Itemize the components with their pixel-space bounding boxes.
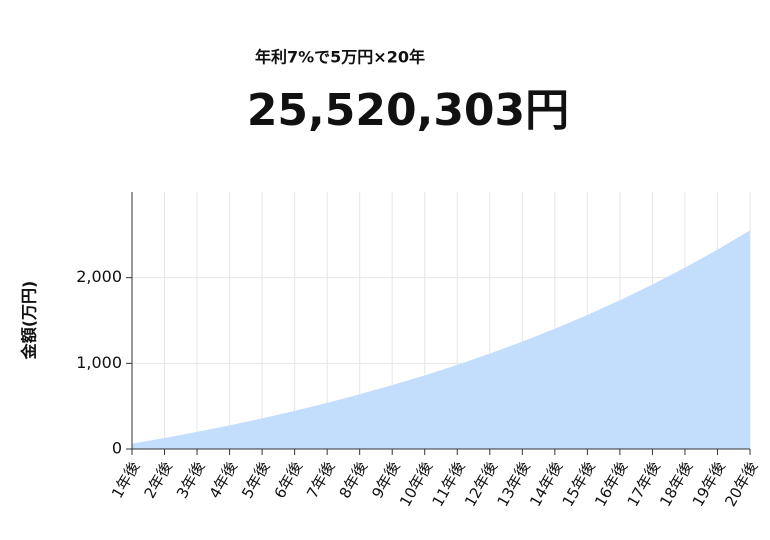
x-tick-label: 5年後 [238, 458, 273, 501]
x-tick-label: 20年後 [721, 458, 761, 510]
x-tick-label: 3年後 [173, 458, 208, 501]
y-tick-label: 2,000 [76, 267, 122, 286]
x-tick-label: 7年後 [303, 458, 338, 501]
x-tick-label: 8年後 [336, 458, 371, 501]
y-axis-label: 金額(万円) [20, 281, 39, 361]
x-tick-label: 2年後 [141, 458, 176, 501]
y-tick-label: 1,000 [76, 353, 122, 372]
x-tick-label: 4年後 [206, 458, 241, 501]
chart-title: 25,520,303円 [247, 85, 569, 136]
x-tick-label: 1年後 [108, 458, 143, 501]
area [132, 230, 750, 449]
subtitle: 年利7%で5万円×20年 [255, 48, 425, 67]
y-tick-label: 0 [112, 439, 122, 458]
x-tick-label: 6年後 [271, 458, 306, 501]
